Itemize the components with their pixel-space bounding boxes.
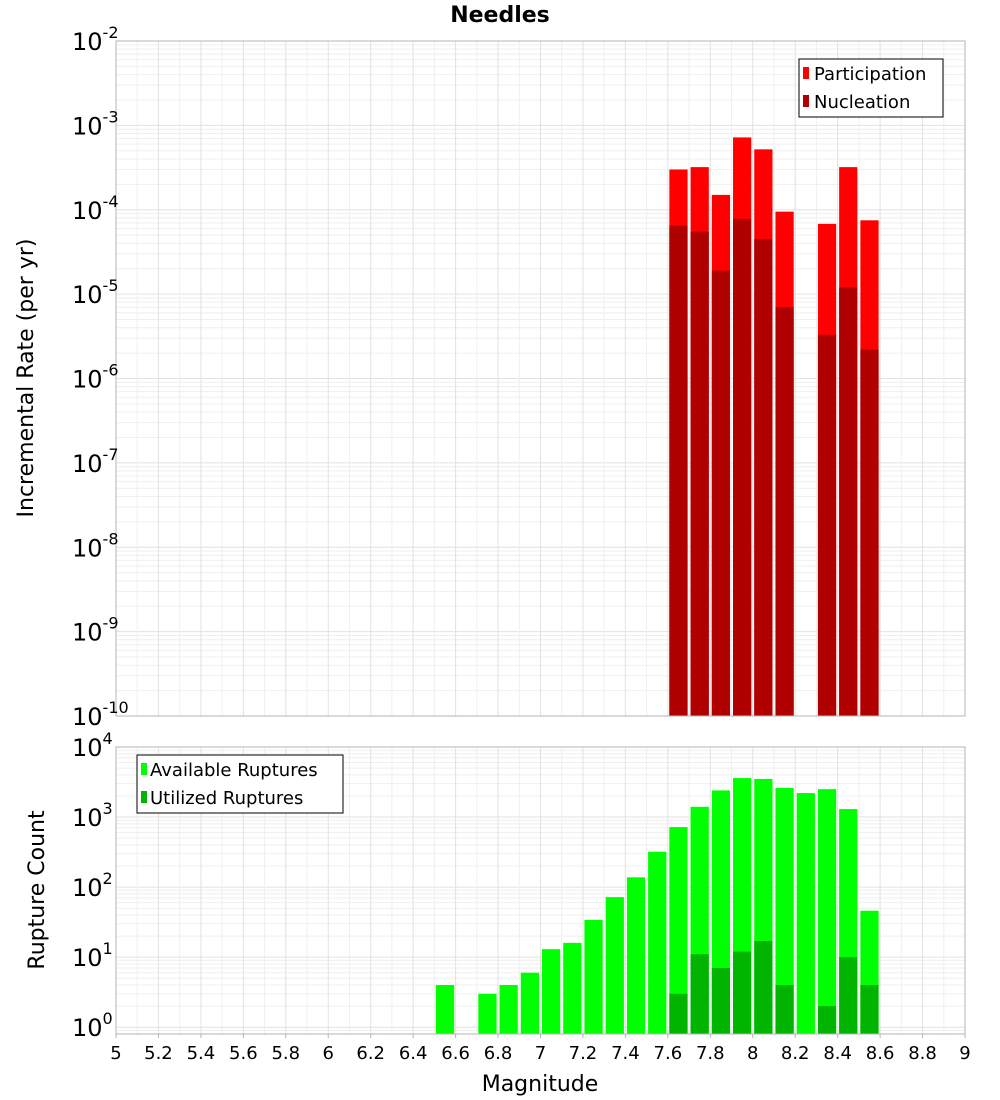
count-bar-available-ruptures xyxy=(542,949,561,1034)
count-bar-available-ruptures xyxy=(669,827,688,1034)
y-tick-label: 10-2 xyxy=(72,23,119,56)
y-tick-label: 10-6 xyxy=(72,361,119,394)
rate-y-ticks: 10-2 10-3 10-4 10-5 10-6 10-7 10-8 10-9 10-10 xyxy=(72,23,129,731)
rate-bar-nucleation xyxy=(690,231,709,716)
count-bar-available-ruptures xyxy=(478,993,497,1034)
x-tick-label: 5.8 xyxy=(271,1043,300,1064)
rate-bar-nucleation xyxy=(733,218,752,716)
x-tick-label: 7 xyxy=(535,1043,546,1064)
count-bar-available-ruptures xyxy=(605,897,624,1034)
count-bar-utilized-ruptures xyxy=(711,968,731,1034)
x-tick-label: 7.8 xyxy=(696,1043,725,1064)
x-axis-label: Magnitude xyxy=(482,1072,599,1097)
x-tick-label: 5.6 xyxy=(229,1043,258,1064)
x-tick-label: 6.2 xyxy=(356,1043,385,1064)
rate-bar-nucleation xyxy=(839,287,858,716)
rate-bar-nucleation xyxy=(669,225,688,716)
rate-bar-nucleation xyxy=(711,270,731,716)
count-bars xyxy=(435,778,879,1034)
rate-bar-nucleation xyxy=(817,334,837,716)
legend-label-available: Available Ruptures xyxy=(150,760,318,781)
y-tick-label: 10-4 xyxy=(72,192,119,225)
count-bar-available-ruptures xyxy=(435,985,455,1034)
x-tick-label: 8.4 xyxy=(823,1043,852,1064)
count-bar-utilized-ruptures xyxy=(775,985,794,1034)
count-bar-available-ruptures xyxy=(499,985,518,1034)
y-tick-label: 100 xyxy=(72,1009,113,1042)
count-bar-utilized-ruptures xyxy=(860,985,879,1034)
legend-swatch-available xyxy=(141,763,147,775)
x-tick-label: 8 xyxy=(747,1043,758,1064)
count-bar-available-ruptures xyxy=(563,942,582,1034)
x-tick-label: 9 xyxy=(959,1043,970,1064)
y-tick-label: 103 xyxy=(72,799,113,832)
count-bar-available-ruptures xyxy=(520,972,539,1034)
rate-plot-border xyxy=(115,40,966,717)
x-tick-label: 7.2 xyxy=(569,1043,598,1064)
x-tick-label: 5 xyxy=(110,1043,121,1064)
count-bar-utilized-ruptures xyxy=(817,1006,837,1034)
legend-label-utilized: Utilized Ruptures xyxy=(150,788,303,809)
count-bar-available-ruptures xyxy=(796,793,815,1034)
count-bar-available-ruptures xyxy=(584,919,603,1034)
x-tick-label: 8.6 xyxy=(866,1043,895,1064)
x-tick-label: 6.4 xyxy=(399,1043,428,1064)
y-tick-label: 10-9 xyxy=(72,614,119,647)
count-y-axis-label: Rupture Count xyxy=(25,810,50,970)
count-bar-utilized-ruptures xyxy=(754,941,773,1034)
legend-swatch-utilized xyxy=(141,791,147,803)
rate-panel: 10-2 10-3 10-4 10-5 10-6 10-7 10-8 10-9 10-10 In… xyxy=(14,23,966,731)
x-tick-label: 6.6 xyxy=(441,1043,470,1064)
legend-label-nucleation: Nucleation xyxy=(814,92,910,113)
y-tick-label: 104 xyxy=(72,729,113,762)
y-tick-label: 10-10 xyxy=(72,698,129,731)
count-bar-available-ruptures xyxy=(775,787,794,1034)
x-tick-label: 6.8 xyxy=(484,1043,513,1064)
rate-legend-box xyxy=(798,58,944,118)
y-tick-label: 101 xyxy=(72,939,113,972)
y-tick-label: 10-3 xyxy=(72,107,119,140)
rate-bars xyxy=(669,137,879,717)
x-tick-label: 7.6 xyxy=(654,1043,683,1064)
count-bar-utilized-ruptures xyxy=(690,954,709,1034)
rate-y-axis-label: Incremental Rate (per yr) xyxy=(14,239,39,518)
count-legend: Available Ruptures Utilized Ruptures xyxy=(136,754,344,814)
rate-bar-nucleation xyxy=(775,307,794,716)
legend-swatch-nucleation xyxy=(803,95,809,107)
rate-grid xyxy=(115,40,966,717)
count-bar-utilized-ruptures xyxy=(733,951,752,1034)
x-tick-label: 7.4 xyxy=(611,1043,640,1064)
x-tick-label: 6 xyxy=(323,1043,334,1064)
x-tick-label: 5.2 xyxy=(144,1043,173,1064)
x-tick-label: 5.4 xyxy=(187,1043,216,1064)
x-tick-label: 8.2 xyxy=(781,1043,810,1064)
count-bar-available-ruptures xyxy=(626,877,646,1034)
legend-label-participation: Participation xyxy=(814,64,926,85)
count-legend-box xyxy=(136,754,344,814)
count-x-ticks: 5 5.2 5.4 5.6 5.8 6 6.2 6.4 6.6 6.8 7 7.2 7.4 7.6 7.8 8… xyxy=(110,1034,971,1064)
y-tick-label: 10-8 xyxy=(72,529,119,562)
count-bar-utilized-ruptures xyxy=(669,993,688,1034)
y-tick-label: 10-7 xyxy=(72,445,119,478)
count-bar-available-ruptures xyxy=(817,789,837,1034)
rate-legend: Participation Nucleation xyxy=(798,58,944,118)
legend-swatch-participation xyxy=(803,67,809,79)
chart-title: Needles xyxy=(450,3,550,28)
y-tick-label: 10-5 xyxy=(72,276,119,309)
count-y-ticks: 104 103 102 101 100 xyxy=(72,729,113,1042)
rate-bar-nucleation xyxy=(754,239,773,716)
count-panel: 104 103 102 101 100 5 5.2 5.4 5.6 5.8 6 6.2 6.4 6.6 6… xyxy=(25,729,971,1097)
x-tick-label: 8.8 xyxy=(908,1043,937,1064)
rate-bar-nucleation xyxy=(860,349,879,716)
y-tick-label: 102 xyxy=(72,869,113,902)
count-bar-utilized-ruptures xyxy=(839,957,858,1034)
count-bar-available-ruptures xyxy=(648,851,667,1034)
